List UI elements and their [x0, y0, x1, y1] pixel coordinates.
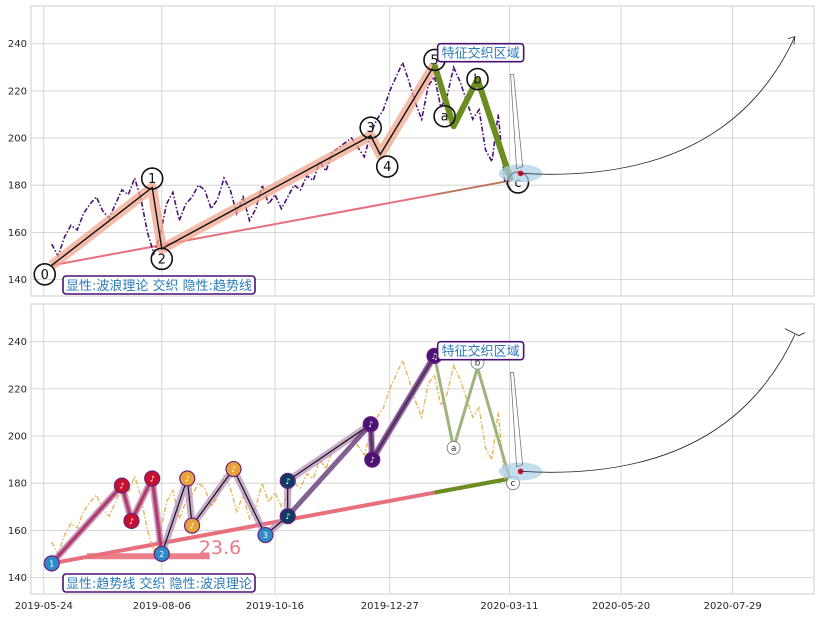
x-tick-label: 2020-03-11 [480, 601, 538, 612]
swing-marker-label: ♪ [129, 517, 134, 526]
swing-marker-label: ♪ [368, 420, 373, 429]
swing-marker [257, 526, 274, 544]
x-tick-label: 2019-05-24 [15, 601, 73, 612]
correction-line [431, 64, 514, 182]
swing-marker [225, 460, 242, 478]
x-axis: 2019-05-24 2019-08-06 2019-10-16 2019-12-27… [15, 601, 762, 612]
description-box [62, 275, 256, 295]
swing-marker-label: ♫ [431, 352, 438, 361]
correction-label-b: b [473, 73, 481, 88]
swing-marker-label: ♪ [370, 456, 375, 465]
trend-line-overlay [434, 476, 512, 495]
swing-marker [179, 470, 196, 487]
wave-label-3: 3 [367, 121, 375, 136]
swing-marker-label: ♪ [150, 474, 155, 483]
area-label-box [436, 42, 525, 63]
wave-label-4: 4 [383, 160, 391, 175]
swing-marker-label: ♪ [190, 522, 195, 531]
swing-marker [43, 555, 60, 572]
projection-arrowhead [784, 328, 806, 337]
trend-line-overlay [434, 179, 512, 196]
swing-marker [362, 416, 379, 433]
swing-marker [183, 517, 201, 534]
wave-line [51, 64, 436, 266]
correction-label-c: c [514, 176, 521, 191]
projection-arrow [520, 36, 796, 175]
area-label-box [436, 340, 525, 361]
trend-line [50, 179, 513, 267]
description-label: 显性:波浪理论 交织 隐性:趋势线 [66, 278, 252, 294]
y-tick-label: 140 [8, 275, 27, 286]
swing-marker-label: 2 [159, 550, 164, 559]
swing-marker [279, 472, 296, 489]
swing-marker-label: ♪ [285, 512, 290, 521]
swing-marker-label: ♪ [119, 482, 124, 491]
bottom-chart-panel: 140 160 180 200 220 240 23.6 1 ♪ ♪ ♪ 2 ♪ ♪ ♪ 3 ♪ ♪ ♪ ♪ ♫ a b c 特… [8, 303, 815, 595]
correction-label-b: b [475, 359, 481, 369]
y-tick-label: 180 [8, 479, 27, 490]
projection-arrow [520, 334, 796, 473]
swing-marker-label: ♪ [231, 465, 236, 474]
wave-label-2: 2 [158, 252, 166, 267]
y-tick-label: 200 [8, 134, 27, 145]
y-tick-label: 200 [8, 432, 27, 443]
description-box [62, 573, 256, 593]
wave-marker-3 [359, 116, 382, 139]
x-tick-label: 2019-10-16 [246, 601, 304, 612]
top-chart-panel: 140 160 180 200 220 240 0 1 2 3 4 5 a b c 特征交织区域显性:波浪理论… [8, 5, 815, 297]
description-label: 显性:趋势线 交织 隐性:波浪理论 [66, 576, 252, 592]
y-tick-label: 180 [8, 181, 27, 192]
correction-label-c: c [511, 479, 516, 489]
y-tick-label: 240 [8, 39, 27, 50]
y-tick-label: 220 [8, 384, 27, 395]
fib-label: 23.6 [199, 537, 241, 559]
y-tick-label: 140 [8, 573, 27, 584]
correction-label-a: a [451, 444, 457, 454]
wave-label-5: 5 [430, 53, 438, 68]
correction-marker-b [466, 67, 489, 91]
wave-marker-4 [375, 155, 399, 178]
correction-marker-a [446, 440, 461, 455]
wave-marker-2 [150, 247, 174, 271]
swing-marker-label: 1 [49, 559, 54, 568]
wave-label-0: 0 [41, 268, 49, 283]
x-tick-label: 2020-07-29 [704, 601, 762, 612]
x-tick-label: 2020-05-20 [592, 601, 650, 612]
swing-marker [123, 512, 140, 530]
y-tick-label: 160 [8, 526, 27, 537]
funnel-marker [510, 372, 523, 468]
wave-marker-1 [140, 167, 164, 190]
swing-marker [364, 451, 381, 468]
projection-arrowhead [787, 36, 796, 45]
swing-marker [279, 508, 296, 525]
y-tick-label: 160 [8, 228, 27, 239]
x-tick-label: 2019-08-06 [133, 601, 191, 612]
swing-impulse-3 [285, 354, 437, 518]
y-tick-label: 220 [8, 86, 27, 97]
x-tick-label: 2019-12-27 [361, 601, 419, 612]
price-line [51, 358, 512, 556]
funnel-marker [510, 74, 523, 170]
plot-frame [30, 303, 815, 595]
correction-marker-a [433, 104, 456, 128]
wave-label-1: 1 [148, 172, 156, 187]
correction-line [432, 355, 513, 484]
y-tick-label: 240 [8, 337, 27, 348]
swing-marker [153, 545, 170, 563]
correction-label-a: a [441, 110, 449, 125]
plot-frame [30, 5, 815, 297]
price-line [50, 60, 512, 258]
swing-marker [113, 477, 130, 494]
area-label: 特征交织区域 [442, 344, 520, 360]
wave-marker-0 [33, 263, 57, 286]
swing-marker-label: ♪ [285, 477, 290, 486]
swing-marker-label: ♪ [185, 474, 190, 483]
swing-marker [144, 470, 161, 487]
swing-marker-label: 3 [263, 531, 268, 540]
area-label: 特征交织区域 [442, 46, 520, 62]
